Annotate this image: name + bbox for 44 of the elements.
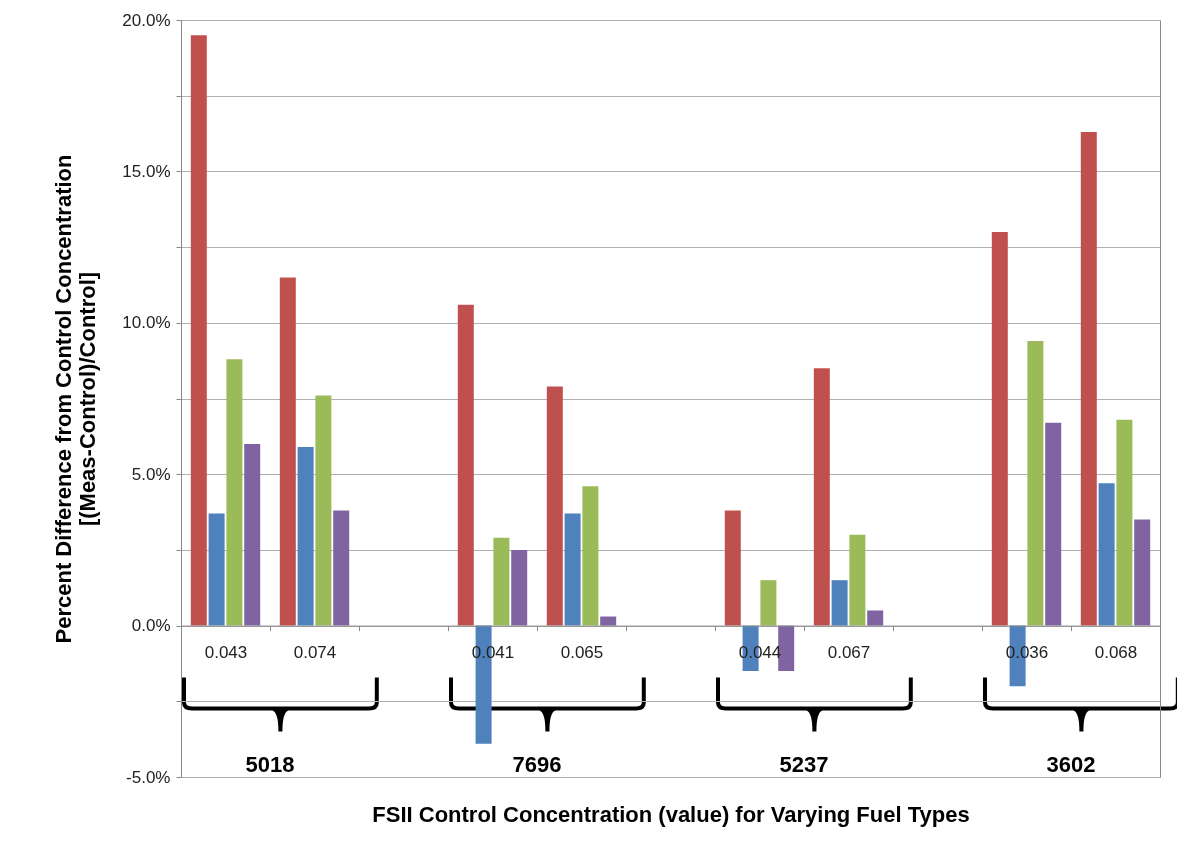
y-tick-label: 10.0% — [122, 313, 171, 333]
bar — [333, 510, 350, 626]
bar — [297, 446, 314, 626]
annotation: 5018 — [245, 752, 295, 777]
annotation: 3602 — [1046, 752, 1096, 777]
bar — [493, 537, 510, 626]
bar — [760, 580, 777, 626]
y-axis-title: Percent Difference from Control Concentration [(Meas-Control)/Control] — [51, 154, 101, 644]
bar — [546, 386, 563, 626]
bar — [582, 486, 599, 626]
bar — [244, 443, 261, 626]
bar — [1116, 419, 1133, 626]
y-tick-label: 20.0% — [122, 10, 171, 30]
bar — [457, 304, 474, 626]
bar — [813, 368, 830, 626]
bar — [226, 359, 243, 626]
bar — [1098, 483, 1115, 626]
bar — [1027, 340, 1044, 626]
x-tick-label: 0.068 — [1094, 643, 1138, 663]
bar — [279, 277, 296, 626]
bar — [190, 35, 207, 626]
bar — [1080, 132, 1097, 626]
bar — [208, 513, 225, 626]
bar — [1045, 422, 1062, 626]
x-tick-label: 0.074 — [293, 643, 337, 663]
x-tick-label: 0.067 — [827, 643, 871, 663]
bar — [511, 549, 528, 626]
x-tick-label: 0.043 — [204, 643, 248, 663]
x-tick-label: 0.065 — [560, 643, 604, 663]
bar — [867, 610, 884, 626]
bar — [1134, 519, 1151, 626]
y-tick-label: -5.0% — [126, 767, 171, 787]
y-tick-label: 5.0% — [131, 464, 171, 484]
bar — [831, 580, 848, 626]
x-axis-title: FSII Control Concentration (value) for Varying Fuel Types — [372, 801, 970, 827]
annotation: 5237 — [779, 752, 829, 777]
bar — [991, 231, 1008, 626]
y-tick-label: 15.0% — [122, 161, 171, 181]
annotation: 7696 — [512, 752, 562, 777]
bar — [315, 395, 332, 626]
y-tick-label: 0.0% — [131, 616, 171, 636]
bar — [724, 510, 741, 626]
bar — [564, 513, 581, 626]
bar — [849, 534, 866, 626]
